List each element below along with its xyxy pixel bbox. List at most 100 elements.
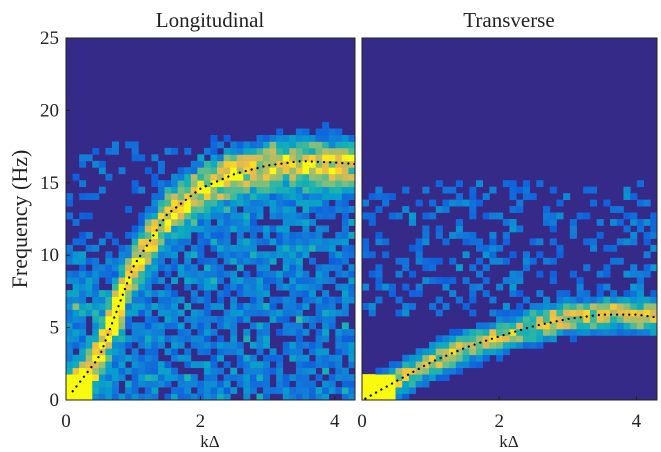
heatmap-cell [263, 290, 271, 297]
heatmap-cell [138, 290, 146, 297]
heatmap-cell [138, 212, 146, 220]
heatmap-cell [415, 251, 423, 259]
heatmap-cell [442, 238, 450, 246]
heatmap-cell [522, 296, 531, 304]
heatmap-cell [118, 361, 126, 369]
heatmap-cell [256, 257, 264, 265]
heatmap-cell [549, 303, 557, 310]
heatmap-cell [138, 341, 146, 349]
heatmap-cell [462, 348, 470, 356]
heatmap-cell [469, 193, 477, 200]
heatmap-cell [341, 380, 349, 388]
heatmap-cell [72, 251, 80, 259]
heatmap-cell [348, 387, 356, 394]
heatmap-cell [603, 328, 611, 336]
heatmap-cell [249, 238, 257, 246]
heatmap-cell [422, 354, 430, 362]
heatmap-cell [335, 147, 343, 155]
heatmap-cell [263, 186, 271, 194]
heatmap-cell [322, 122, 330, 129]
heatmap-cell [576, 296, 584, 304]
heatmap-cell [276, 180, 284, 188]
heatmap-cell [269, 193, 277, 200]
heatmap-cell [138, 367, 146, 375]
heatmap-cell [203, 315, 211, 323]
heatmap-cell [322, 141, 330, 149]
heatmap-cell [249, 231, 257, 239]
heatmap-cell [289, 160, 297, 168]
heatmap-cell [210, 264, 218, 272]
heatmap-cell [217, 335, 225, 343]
heatmap-cell [236, 283, 244, 291]
heatmap-cell [223, 374, 231, 381]
heatmap-cell [171, 225, 179, 233]
heatmap-cell [131, 309, 139, 317]
heatmap-cell [131, 257, 139, 265]
heatmap-cell [289, 251, 297, 259]
heatmap-cell [164, 374, 172, 381]
heatmap-cell [462, 251, 470, 259]
heatmap-cell [295, 283, 303, 291]
heatmap-cell [650, 290, 658, 297]
heatmap-cell [341, 186, 349, 194]
heatmap-cell [230, 303, 238, 310]
heatmap-cell [72, 322, 80, 330]
heatmap-cell [282, 303, 290, 310]
heatmap-cell [243, 315, 251, 323]
heatmap-cell [98, 322, 106, 330]
heatmap-cell [230, 374, 238, 381]
heatmap-cell [79, 277, 87, 285]
heatmap-cell [243, 225, 251, 233]
heatmap-cell [223, 380, 231, 388]
heatmap-cell [236, 238, 244, 246]
heatmap-cell [429, 199, 437, 207]
heatmap-cell [415, 374, 423, 381]
heatmap-cell [72, 341, 80, 349]
heatmap-cell [92, 380, 100, 388]
heatmap-cell [203, 199, 211, 207]
heatmap-cells [362, 180, 658, 401]
heatmap-cell [111, 296, 119, 304]
heatmap-cell [315, 348, 323, 356]
heatmap-cell [243, 270, 251, 278]
heatmap-cell [131, 244, 139, 252]
heatmap-cell [230, 367, 238, 375]
heatmap-cell [111, 380, 119, 388]
heatmap-cell [171, 309, 179, 317]
heatmap-cell [282, 193, 290, 200]
heatmap-cell [190, 309, 198, 317]
heatmap-cell [230, 147, 238, 155]
heatmap-cell [138, 257, 146, 265]
heatmap-cell [462, 277, 470, 285]
heatmap-cell [223, 231, 231, 239]
heatmap-cell [197, 348, 205, 356]
heatmap-cell [408, 367, 417, 375]
heatmap-cell [223, 225, 231, 233]
heatmap-cell [171, 277, 179, 285]
heatmap-cell [509, 186, 517, 194]
heatmap-cell [328, 128, 336, 136]
heatmap-cell [348, 393, 356, 401]
heatmap-cell [151, 322, 159, 330]
heatmap-cell [489, 244, 497, 252]
heatmap-cell [322, 154, 330, 162]
heatmap-cell [177, 180, 185, 188]
heatmap-cell [249, 199, 257, 207]
heatmap-cell [309, 199, 316, 207]
heatmap-cell [98, 160, 106, 168]
heatmap-cell [643, 322, 651, 330]
heatmap-cell [138, 393, 146, 401]
heatmap-cell [105, 309, 113, 317]
heatmap-cell [236, 251, 244, 259]
heatmap-cell [184, 393, 192, 401]
heatmap-cell [529, 335, 537, 343]
heatmap-cell [197, 219, 205, 226]
heatmap-cell [72, 309, 80, 317]
heatmap-cell [197, 186, 205, 194]
heatmap-cell [138, 219, 146, 226]
heatmap-cell [462, 335, 470, 343]
heatmap-cell [302, 341, 310, 349]
heatmap-cell [289, 186, 297, 194]
heatmap-cell [395, 270, 403, 278]
